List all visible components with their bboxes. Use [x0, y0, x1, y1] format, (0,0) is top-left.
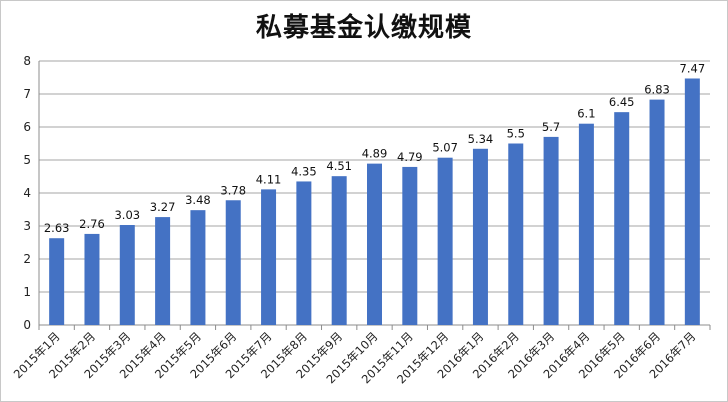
- bar: [543, 136, 559, 325]
- bar: [331, 176, 347, 325]
- bar: [49, 238, 65, 325]
- data-label: 4.11: [256, 172, 282, 186]
- data-label: 2.63: [44, 221, 70, 235]
- y-tick-label: 3: [23, 219, 31, 233]
- bar: [472, 148, 488, 325]
- data-label: 3.78: [220, 183, 246, 197]
- bar: [190, 210, 206, 325]
- data-label: 6.1: [577, 107, 595, 121]
- data-label: 6.83: [644, 83, 670, 97]
- y-tick-label: 1: [23, 285, 31, 299]
- data-label: 4.89: [362, 147, 388, 161]
- bar: [684, 78, 700, 326]
- bar: [614, 112, 630, 326]
- data-label: 4.79: [397, 150, 423, 164]
- data-label: 5.07: [432, 141, 458, 155]
- y-tick-label: 2: [23, 252, 31, 266]
- bar: [155, 217, 171, 325]
- bar: [402, 166, 418, 325]
- bar: [508, 143, 524, 325]
- bar: [367, 163, 382, 325]
- data-label: 4.51: [326, 159, 352, 173]
- bar: [261, 189, 277, 325]
- chart-title: 私募基金认缴规模: [255, 13, 472, 43]
- y-tick-label: 5: [23, 153, 31, 167]
- data-label: 3.48: [185, 193, 211, 207]
- bar: [225, 200, 241, 325]
- bar: [649, 99, 665, 325]
- data-label: 6.45: [609, 95, 635, 109]
- bar: [296, 181, 312, 325]
- data-label: 3.27: [150, 200, 176, 214]
- data-label: 5.34: [468, 132, 494, 146]
- y-tick-label: 8: [23, 54, 31, 68]
- bar: [578, 123, 594, 325]
- y-tick-label: 6: [23, 120, 31, 134]
- bar: [437, 157, 453, 325]
- bar: [119, 225, 135, 325]
- data-label: 3.03: [114, 208, 140, 222]
- data-label: 7.47: [680, 61, 706, 75]
- data-label: 5.7: [542, 120, 560, 134]
- y-tick-label: 0: [23, 318, 31, 332]
- data-label: 2.76: [79, 217, 105, 231]
- data-label: 4.35: [291, 164, 317, 178]
- y-tick-label: 4: [23, 186, 31, 200]
- bar: [84, 233, 100, 325]
- data-label: 5.5: [507, 127, 525, 141]
- y-tick-label: 7: [23, 87, 31, 101]
